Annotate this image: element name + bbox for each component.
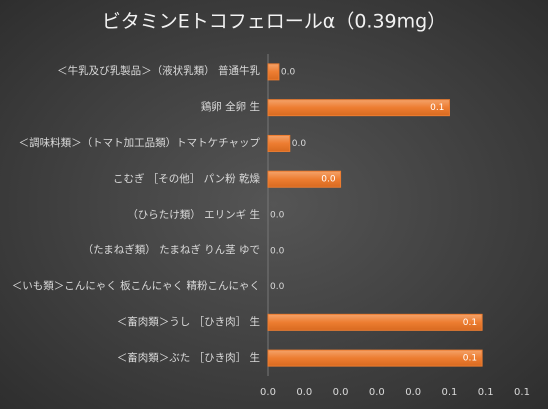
bar: [267, 63, 280, 81]
value-label: 0.1: [430, 103, 444, 113]
x-tick-label: 0.0: [260, 387, 276, 398]
bar: [267, 99, 450, 117]
value-label: 0.1: [463, 354, 477, 364]
y-tick-label: ＜畜肉類＞ぶた ［ひき肉］ 生: [116, 351, 260, 364]
value-label: 0.0: [270, 211, 285, 221]
x-tick-label: 0.1: [514, 387, 530, 398]
y-tick-label: ＜いも類＞こんにゃく 板こんにゃく 精粉こんにゃく: [11, 280, 260, 293]
bar: [267, 134, 291, 152]
value-label: 0.0: [281, 67, 296, 77]
value-label: 0.0: [270, 246, 285, 256]
x-tick-label: 0.0: [333, 387, 349, 398]
chart-title: ビタミンEトコフェロールα（0.39mg）: [102, 11, 446, 33]
y-tick-label: （ひらたけ類） エリンギ 生: [127, 208, 260, 221]
y-tick-label: ＜牛乳及び乳製品＞（液状乳類） 普通牛乳: [57, 65, 260, 78]
x-tick-label: 0.0: [405, 387, 421, 398]
value-label: 0.0: [321, 175, 336, 185]
x-tick-label: 0.0: [369, 387, 385, 398]
x-tick-label: 0.1: [478, 387, 494, 398]
y-tick-label: ＜調味料類＞（トマト加工品類）トマトケチャップ: [18, 136, 260, 149]
x-tick-label: 0.0: [296, 387, 312, 398]
y-tick-label: こむぎ ［その他］ パン粉 乾燥: [112, 172, 260, 185]
bar: [267, 313, 483, 331]
value-label: 0.1: [463, 318, 477, 328]
x-tick-label: 0.1: [441, 387, 457, 398]
bar: [267, 349, 483, 367]
y-tick-label: ＜畜肉類＞うし ［ひき肉］ 生: [116, 315, 260, 328]
value-label: 0.0: [270, 282, 285, 292]
value-label: 0.0: [292, 139, 307, 149]
y-tick-label: 鶏卵 全卵 生: [200, 101, 260, 114]
bar: [267, 170, 342, 188]
y-tick-label: （たまねぎ類） たまねぎ りん茎 ゆで: [82, 244, 260, 257]
